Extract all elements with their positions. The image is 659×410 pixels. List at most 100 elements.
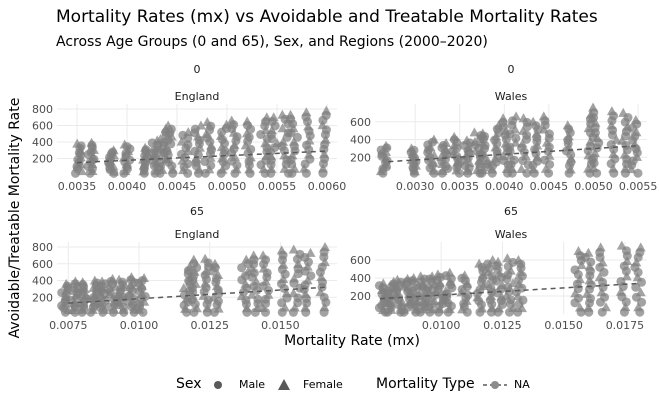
female-triangle-point bbox=[615, 286, 626, 296]
x-tick-label: 0.0060 bbox=[308, 180, 347, 193]
facet-region-label: Wales bbox=[495, 228, 528, 241]
female-triangle-point bbox=[139, 273, 150, 282]
female-triangle-point bbox=[562, 120, 573, 130]
trend-line bbox=[379, 282, 640, 300]
female-triangle-point bbox=[190, 278, 201, 288]
y-tick-label: 200 bbox=[350, 290, 371, 303]
female-triangle-point bbox=[72, 138, 83, 148]
y-tick-label: 400 bbox=[32, 136, 53, 149]
chart-subtitle: Across Age Groups (0 and 65), Sex, and R… bbox=[56, 34, 488, 50]
female-triangle-point bbox=[208, 292, 219, 302]
female-triangle-point bbox=[277, 109, 288, 119]
female-triangle-point bbox=[319, 257, 330, 267]
female-triangle-point bbox=[241, 254, 252, 264]
female-triangle-point bbox=[279, 302, 290, 312]
x-tick-label: 0.0150 bbox=[261, 319, 300, 332]
female-triangle-point bbox=[585, 136, 596, 146]
male-circle-point bbox=[183, 140, 193, 150]
female-triangle-point bbox=[289, 273, 300, 283]
y-tick-label: 800 bbox=[32, 103, 53, 116]
female-triangle-point bbox=[428, 134, 439, 144]
female-triangle-point bbox=[70, 276, 81, 286]
female-triangle-point bbox=[97, 276, 108, 286]
trend-line bbox=[76, 150, 328, 164]
female-triangle-point bbox=[574, 274, 585, 284]
female-triangle-point bbox=[588, 163, 599, 173]
female-triangle-point bbox=[432, 269, 443, 279]
female-triangle-point bbox=[631, 127, 642, 137]
female-triangle-point bbox=[288, 136, 299, 146]
male-circle-point bbox=[292, 132, 302, 142]
y-tick-label: 200 bbox=[32, 152, 53, 165]
female-triangle-point bbox=[319, 302, 330, 312]
female-triangle-point bbox=[635, 287, 646, 297]
female-triangle-point bbox=[406, 143, 417, 153]
female-triangle-point bbox=[288, 288, 299, 298]
female-triangle-point bbox=[188, 254, 199, 264]
panel-0-england: 0 England 200 400 600 800 0.0035 0.0040 0.0045 0.… bbox=[32, 63, 346, 193]
female-triangle-point bbox=[617, 135, 628, 145]
female-triangle-point bbox=[399, 304, 410, 314]
female-triangle-point bbox=[478, 165, 489, 175]
female-triangle-point bbox=[107, 273, 118, 283]
female-triangle-point bbox=[474, 258, 485, 268]
female-triangle-point bbox=[429, 150, 440, 160]
female-triangle-point bbox=[516, 303, 527, 313]
female-triangle-point bbox=[583, 247, 594, 257]
data-points bbox=[71, 105, 332, 178]
female-triangle-point bbox=[88, 151, 99, 161]
female-triangle-point bbox=[246, 289, 257, 299]
panel-0-wales: 0 Wales 200 400 600 0.0030 0.0035 0.0040 0.0045 0… bbox=[350, 63, 657, 193]
female-triangle-point bbox=[289, 163, 300, 173]
female-triangle-point bbox=[248, 250, 259, 260]
x-tick-label: 0.0040 bbox=[485, 180, 524, 193]
female-triangle-point bbox=[510, 124, 521, 134]
female-triangle-point bbox=[200, 253, 211, 263]
female-triangle-point bbox=[268, 112, 279, 122]
female-triangle-point bbox=[619, 149, 630, 159]
female-triangle-point bbox=[459, 270, 470, 280]
female-triangle-point bbox=[178, 282, 189, 292]
female-triangle-point bbox=[616, 240, 627, 250]
female-triangle-point bbox=[257, 302, 268, 312]
female-triangle-point bbox=[630, 114, 641, 124]
panel-65-wales: 65 Wales 200 400 600 0.0100 0.0125 0.0150 0.0175 bbox=[350, 205, 647, 332]
female-triangle-point bbox=[595, 242, 606, 252]
female-triangle-point bbox=[258, 164, 269, 174]
female-triangle-point bbox=[392, 274, 403, 284]
female-triangle-point bbox=[622, 255, 633, 265]
female-triangle-point bbox=[320, 242, 331, 252]
female-triangle-point bbox=[631, 257, 642, 267]
female-triangle-point bbox=[477, 128, 488, 138]
panel-65-england: 65 England 200 400 600 800 0.0075 0.0100 0.0125 0… bbox=[32, 205, 337, 332]
y-tick-label: 600 bbox=[350, 116, 371, 129]
female-triangle-point bbox=[620, 302, 631, 312]
female-triangle-point bbox=[287, 150, 298, 160]
female-triangle-point bbox=[378, 278, 389, 288]
female-triangle-point bbox=[302, 275, 313, 285]
female-triangle-point bbox=[213, 269, 224, 279]
female-triangle-point bbox=[89, 275, 100, 285]
x-axis-label: Mortality Rate (mx) bbox=[284, 333, 420, 349]
y-tick-label: 600 bbox=[350, 254, 371, 267]
female-triangle-point bbox=[590, 117, 601, 127]
female-triangle-point bbox=[441, 138, 452, 148]
y-tick-label: 400 bbox=[32, 275, 53, 288]
x-tick-label: 0.0150 bbox=[544, 319, 583, 332]
legend-sex-title: Sex bbox=[176, 376, 202, 392]
y-axis-label: Avoidable/Treatable Mortality Rate bbox=[7, 97, 23, 339]
female-triangle-point bbox=[540, 163, 551, 173]
female-triangle-point bbox=[482, 279, 493, 289]
facet-region-label: Wales bbox=[495, 90, 528, 103]
x-tick-label: 0.0125 bbox=[483, 319, 522, 332]
female-triangle-point bbox=[276, 245, 287, 255]
male-circle-point bbox=[155, 158, 165, 168]
female-triangle-point bbox=[321, 105, 332, 115]
x-tick-label: 0.0100 bbox=[422, 319, 461, 332]
facet-age-label: 65 bbox=[190, 205, 204, 218]
female-triangle-point bbox=[498, 113, 509, 123]
female-triangle-point bbox=[507, 278, 518, 288]
female-triangle-point bbox=[277, 123, 288, 133]
female-triangle-point bbox=[463, 142, 474, 152]
facet-region-label: England bbox=[175, 228, 220, 241]
